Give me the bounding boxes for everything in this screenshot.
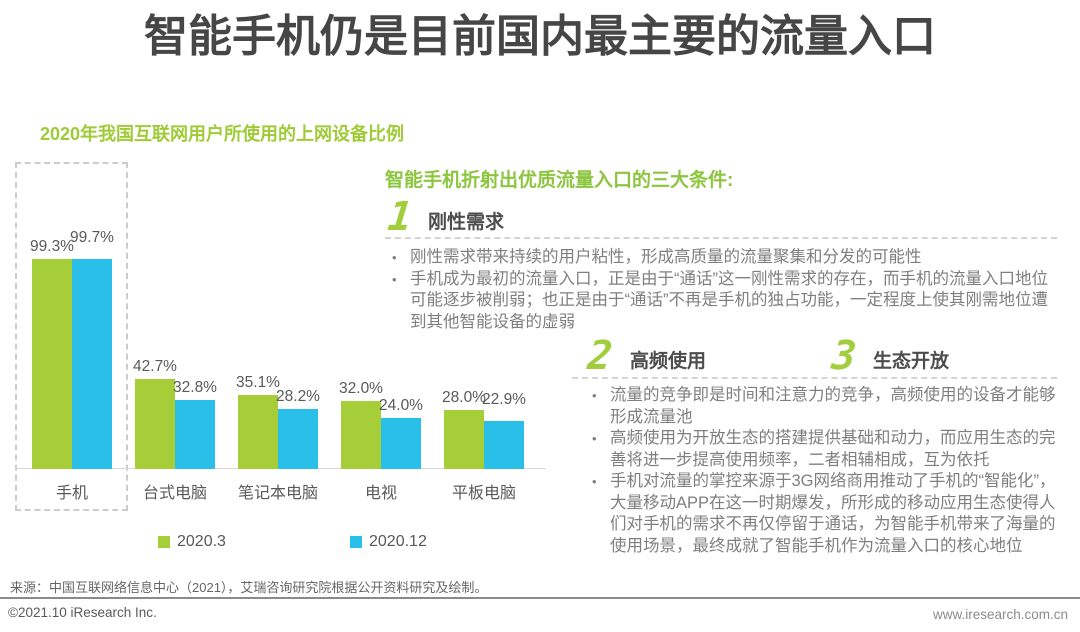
bar-2020.3-电视 [341, 401, 381, 469]
bar-2020.12-电视 [381, 418, 421, 469]
bar-value-2020.12-平板电脑: 22.9% [482, 390, 526, 408]
bullet-dot: • [392, 250, 397, 265]
legend-label: 2020.12 [369, 533, 427, 550]
phone-highlight-dashed-box [15, 162, 128, 511]
category-label-平板电脑: 平板电脑 [451, 485, 516, 502]
bar-2020.12-笔记本电脑 [278, 409, 318, 469]
bar-2020.12-台式电脑 [175, 399, 215, 469]
bar-value-2020.12-台式电脑: 32.8% [173, 378, 217, 396]
footer-divider [0, 597, 1080, 599]
section-1-bullet-list: • 刚性需求带来持续的用户粘性，形成高质量的流量聚集和分发的可能性 • 手机成为… [388, 247, 1056, 333]
bar-value-2020.12-电视: 24.0% [379, 397, 423, 415]
section-2-3-divider [572, 377, 1057, 379]
bar-value-2020.3-台式电脑: 42.7% [133, 357, 177, 375]
legend-label: 2020.3 [177, 533, 226, 550]
bar-2020.3-台式电脑 [135, 378, 175, 469]
bullet-dot: • [592, 474, 597, 489]
bar-value-2020.3-电视: 32.0% [339, 380, 383, 398]
bar-2020.12-手机 [72, 258, 112, 469]
category-label-电视: 电视 [364, 485, 397, 502]
section-2-number: 2 [585, 333, 615, 379]
section-1-number: 1 [385, 194, 415, 240]
bar-2020.3-笔记本电脑 [238, 394, 278, 469]
category-label-笔记本电脑: 笔记本电脑 [237, 485, 318, 502]
legend-item-2020-3: 2020.3 [158, 533, 226, 551]
bullet-dot: • [592, 431, 597, 446]
bar-value-2020.12-手机: 99.7% [70, 228, 114, 246]
page-title: 智能手机仍是目前国内最主要的流量入口 [144, 12, 936, 61]
category-label-手机: 手机 [55, 485, 88, 502]
bar-value-2020.3-平板电脑: 28.0% [442, 388, 486, 406]
bullet-item: • 刚性需求带来持续的用户粘性，形成高质量的流量聚集和分发的可能性 [388, 247, 1056, 269]
bar-2020.3-平板电脑 [444, 409, 484, 469]
source-note: 来源：中国互联网络信息中心（2021），艾瑞咨询研究院根据公开资料研究及绘制。 [10, 580, 488, 595]
panel-heading: 智能手机折射出优质流量入口的三大条件: [385, 170, 734, 191]
bullet-item: • 手机成为最初的流量入口，正是由于“通话”这一刚性需求的存在，而手机的流量入口… [388, 269, 1056, 334]
bar-value-2020.3-笔记本电脑: 35.1% [236, 373, 280, 391]
chart-heading: 2020年我国互联网用户所使用的上网设备比例 [40, 124, 405, 144]
legend-item-2020-12: 2020.12 [350, 533, 427, 551]
bullet-item: • 手机对流量的掌控来源于3G网络商用推动了手机的“智能化”，大量移动APP在这… [588, 471, 1058, 557]
category-label-台式电脑: 台式电脑 [142, 485, 207, 502]
footer-copyright: ©2021.10 iResearch Inc. [8, 605, 157, 620]
section-1-divider [385, 237, 1057, 239]
bar-value-2020.12-笔记本电脑: 28.2% [276, 388, 320, 406]
bar-2020.12-平板电脑 [484, 420, 524, 469]
footer-website-link[interactable]: www.iresearch.com.cn [932, 607, 1068, 622]
section-3-number: 3 [829, 333, 859, 379]
bar-2020.3-手机 [32, 259, 72, 469]
bar-value-2020.3-手机: 99.3% [30, 238, 74, 256]
section-3-title: 生态开放 [873, 351, 950, 372]
section-2-title: 高频使用 [630, 351, 707, 372]
bullet-dot: • [592, 388, 597, 403]
bullet-item: • 流量的竞争即是时间和注意力的竞争，高频使用的设备才能够形成流量池 [588, 385, 1058, 428]
section-2-3-bullet-list: • 流量的竞争即是时间和注意力的竞争，高频使用的设备才能够形成流量池 • 高频使… [588, 385, 1058, 557]
bullet-dot: • [392, 271, 397, 287]
section-1-title: 刚性需求 [428, 212, 505, 233]
legend-swatch-blue [350, 536, 362, 548]
bullet-item: • 高频使用为开放生态的搭建提供基础和动力，而应用生态的完善将进一步提高使用频率… [588, 428, 1058, 471]
legend-swatch-green [158, 536, 170, 548]
